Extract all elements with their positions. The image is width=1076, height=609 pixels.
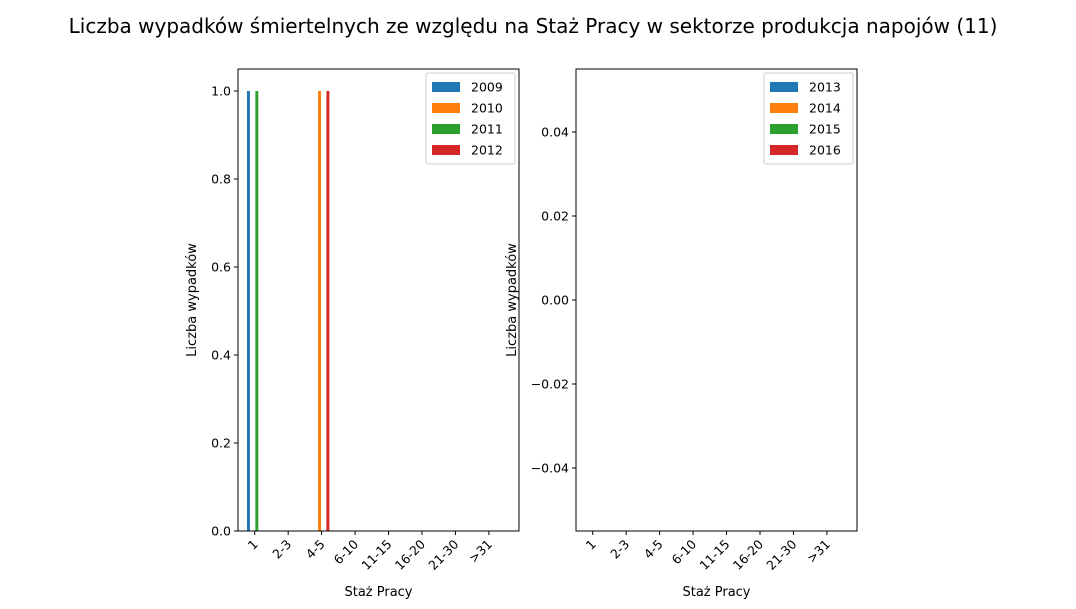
legend-label-2010: 2010	[471, 101, 503, 116]
y-tick-label: 0.0	[211, 524, 231, 539]
x-tick-label: 16-20	[730, 536, 766, 572]
legend-label-2012: 2012	[471, 143, 503, 158]
legend-label-2013: 2013	[809, 80, 841, 95]
y-tick-label: 0.8	[211, 172, 231, 187]
y-tick-label: 0.02	[541, 209, 569, 224]
x-tick-label: >31	[804, 537, 833, 566]
x-tick-label: 4-5	[641, 537, 666, 562]
x-tick-label: 1	[583, 537, 599, 553]
bar-2010-4-5	[318, 91, 322, 531]
legend-swatch-2014	[770, 103, 798, 113]
y-tick-label: 0.04	[541, 125, 569, 140]
y-tick-label: 0.6	[211, 260, 231, 275]
legend-box	[763, 72, 854, 165]
x-tick-label: 2-3	[269, 537, 294, 562]
subplot-2: −0.04 −0.02 0.00 0.02 0.04 1 2-3 4-5 6-1011-1516…	[505, 68, 858, 600]
legend-swatch-2012	[432, 145, 460, 155]
legend-label-2015: 2015	[809, 122, 841, 137]
legend: 2013 2014 2015 2016	[763, 72, 854, 165]
x-tick-label: 6-10	[669, 536, 700, 567]
y-tick-label: 0.4	[211, 348, 231, 363]
x-tick-label: 1	[245, 537, 261, 553]
y-tick-label: 0.2	[211, 436, 231, 451]
x-axis-label: Staż Pracy	[344, 585, 412, 600]
legend-swatch-2011	[432, 124, 460, 134]
legend-label-2014: 2014	[809, 101, 841, 116]
legend-swatch-2013	[770, 82, 798, 92]
y-tick-label: −0.04	[531, 461, 569, 476]
plot-frame	[237, 68, 520, 532]
y-tick-label: 1.0	[211, 84, 231, 99]
bar-2012-4-5	[326, 91, 330, 531]
x-tick-label: 4-5	[303, 537, 328, 562]
x-tick-label: 6-10	[331, 536, 362, 567]
plots-group: 0.00.20.40.60.81.01 2-3 4-5 6-1011-1516-202…	[185, 68, 858, 600]
y-tick-label: 0.00	[541, 293, 569, 308]
x-tick-label: 2-3	[607, 537, 632, 562]
subplot-1: 0.00.20.40.60.81.01 2-3 4-5 6-1011-1516-202…	[185, 68, 520, 600]
y-axis-label: Liczba wypadków	[505, 243, 520, 357]
legend: 2009 2010 2011 2012	[425, 72, 516, 165]
x-tick-label: 21-30	[763, 536, 799, 572]
legend-label-2016: 2016	[809, 143, 841, 158]
legend-label-2009: 2009	[471, 80, 503, 95]
bar-2009-1	[246, 91, 250, 531]
x-tick-label: 11-15	[358, 537, 394, 573]
legend-label-2011: 2011	[471, 122, 503, 137]
x-axis-label: Staż Pracy	[682, 585, 750, 600]
legend-swatch-2016	[770, 145, 798, 155]
x-tick-label: 11-15	[696, 537, 732, 573]
legend-swatch-2015	[770, 124, 798, 134]
legend-swatch-2010	[432, 103, 460, 113]
y-axis-label: Liczba wypadków	[185, 243, 200, 357]
y-tick-label: −0.02	[531, 377, 569, 392]
legend-box	[425, 72, 516, 165]
bar-2011-1	[255, 91, 259, 531]
figure-title: Liczba wypadków śmiertelnych ze względu …	[69, 14, 998, 38]
x-tick-label: 16-20	[392, 536, 428, 572]
x-tick-label: >31	[466, 537, 495, 566]
x-tick-label: 21-30	[425, 536, 461, 572]
legend-swatch-2009	[432, 82, 460, 92]
